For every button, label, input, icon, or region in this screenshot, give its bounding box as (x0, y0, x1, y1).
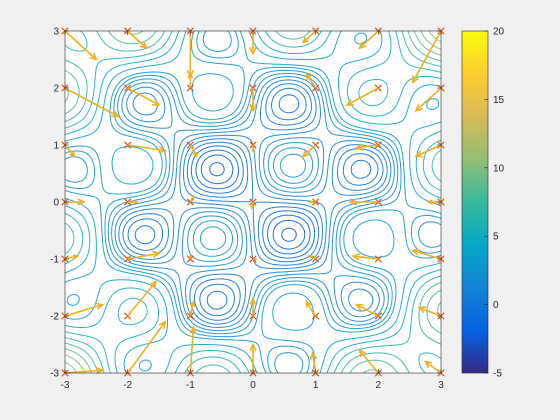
quiver-arrow (127, 87, 161, 106)
quiver-arrow (423, 360, 442, 374)
contour-level-8 (127, 87, 379, 317)
colorbar-tick-label: 15 (493, 95, 505, 106)
sample-point (186, 198, 194, 206)
contour-level-10 (118, 79, 388, 325)
quiver-arrow (358, 348, 379, 374)
quiver-arrow (64, 87, 120, 118)
quiver-arrow (253, 257, 258, 261)
quiver-arrow (189, 325, 197, 374)
quiver-arrow (307, 200, 316, 204)
quiver-arrow (414, 87, 442, 113)
x-tick-label: -1 (186, 380, 195, 391)
contour-level-11 (114, 76, 392, 328)
quiver-arrow (249, 297, 257, 316)
x-axis: -3 -2 -1 0 1 2 3 (61, 31, 444, 391)
contour-lines (65, 31, 441, 373)
contour-level-4 (209, 162, 297, 242)
colorbar-tick-label: 0 (493, 300, 499, 311)
y-tick-label: -2 (50, 312, 59, 323)
colorbar-tick-label: 20 (493, 27, 505, 38)
quiver-arrow (189, 299, 196, 317)
sample-point (186, 312, 194, 320)
contour-level-19 (65, 31, 441, 373)
quiver-arrow (127, 144, 168, 154)
quiver-arrow (127, 30, 148, 50)
quiver-arrow (127, 199, 139, 205)
contour-level-20 (65, 31, 441, 373)
x-tick-label: 1 (313, 380, 319, 391)
colorbar-axis: 20 15 10 5 0 -5 (484, 27, 505, 380)
quiver-arrow (348, 198, 379, 206)
quiver-arrow (414, 144, 442, 158)
contour-level-6 (195, 149, 311, 255)
x-tick-label: 0 (250, 380, 256, 391)
colorbar-tick-label: 10 (493, 163, 505, 174)
quiver-arrow (354, 303, 379, 317)
contour-level-5 (200, 154, 306, 250)
x-tick-label: 3 (438, 380, 444, 391)
colorbar-tick-label: -5 (493, 369, 502, 380)
quiver-arrow (127, 280, 158, 317)
quiver-arrow (411, 248, 442, 260)
quiver-arrow (187, 71, 194, 88)
x-tick-label: -2 (123, 380, 132, 391)
y-tick-label: 1 (53, 141, 59, 152)
quiver-arrow (309, 351, 318, 374)
x-tick-label: -3 (61, 380, 70, 391)
quiver-arrow (64, 366, 105, 375)
contour-level-12 (111, 72, 395, 332)
quiver-arrow (411, 30, 442, 84)
quiver-arrow (64, 30, 98, 61)
quiver-arrow (345, 87, 379, 106)
quiver-arrow (351, 253, 379, 261)
quiver-arrow (305, 72, 317, 89)
quiver-arrow (249, 342, 257, 373)
sample-point (186, 141, 194, 149)
contour-level-14 (65, 31, 441, 373)
quiver-arrow (307, 255, 316, 260)
y-tick-label: -1 (50, 255, 59, 266)
quiver-arrow (189, 254, 192, 259)
quiver-arrow (250, 201, 254, 210)
y-tick-label: 2 (53, 84, 59, 95)
quiver-arrow (249, 88, 257, 113)
quiver-arrow (64, 144, 76, 158)
quiver-arrow (64, 254, 80, 260)
quiver-arrow (189, 144, 198, 159)
sample-point (312, 198, 320, 206)
quiver-arrow (305, 300, 317, 317)
quiver-arrow (354, 143, 379, 151)
x-tick-label: 2 (376, 380, 382, 391)
contour-level-7 (134, 94, 372, 310)
y-tick-label: 3 (53, 27, 59, 38)
quiver-arrow (127, 320, 167, 374)
contour-level-15 (65, 31, 441, 373)
colorbar (461, 30, 489, 374)
colorbar-tick-label: 5 (493, 232, 499, 243)
quiver-arrow (127, 250, 161, 260)
quiver-arrow (64, 302, 105, 317)
quiver-arrow (301, 30, 317, 44)
quiver-arrow (417, 306, 442, 317)
contour-level-9 (122, 83, 384, 321)
quiver-arrow (189, 194, 195, 203)
quiver-arrow (358, 30, 379, 50)
quiver-arrow (301, 144, 317, 158)
y-axis: -3 -2 -1 0 1 2 3 (50, 27, 441, 380)
y-tick-label: -3 (50, 369, 59, 380)
sample-point (312, 255, 320, 263)
quiver-arrow (251, 145, 255, 153)
y-tick-label: 0 (53, 198, 59, 209)
contour-level-17 (65, 31, 441, 373)
quiver-arrows (64, 30, 442, 375)
